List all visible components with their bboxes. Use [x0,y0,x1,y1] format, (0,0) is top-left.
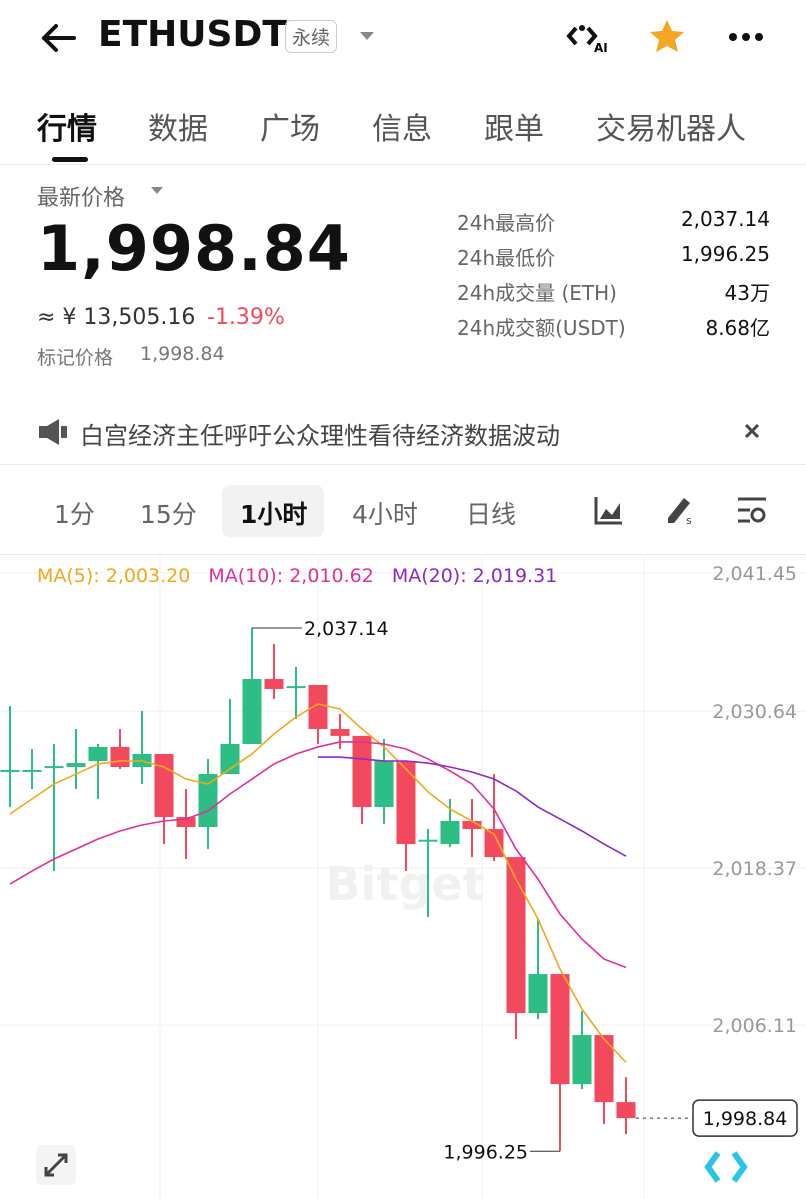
settings-icon[interactable] [736,496,768,524]
legend-entry: MA(10): 2,010.62 [208,565,373,587]
cny-price: ≈ ¥ 13,505.16 [37,305,196,330]
back-button[interactable] [38,22,78,54]
interval[interactable]: 日线 [466,500,517,529]
stat-value: 43万 [724,281,770,305]
tab[interactable]: 广场 [260,112,320,147]
candle-body [572,1035,592,1085]
divider [0,554,806,555]
interval[interactable]: 1小时 [240,500,308,529]
legend-entry: MA(20): 2,019.31 [392,565,557,587]
tab[interactable]: 交易机器人 [596,112,746,147]
stat-value: 2,037.14 [680,207,770,231]
annotation-label: 1,996.25 [443,1141,528,1163]
stat-value: 8.68亿 [705,316,770,340]
candle-body [308,684,328,730]
divider [0,464,806,465]
dropdown[interactable] [359,30,375,42]
favorite-star[interactable] [648,18,686,56]
logo-icon[interactable] [704,1151,748,1183]
candle-body [594,1035,614,1103]
expand-icon[interactable] [36,1145,76,1185]
candle-body [22,769,42,772]
contract-tag: 永续 [285,20,338,53]
tab-indicator [52,157,88,162]
stat-label: 24h最低价 [457,246,556,270]
candle-body [418,839,438,842]
candle-body [484,829,504,858]
chart-type-icon[interactable] [594,495,624,525]
candle-body [506,857,526,1014]
svg-text:s: s [686,514,692,526]
svg-text:AI: AI [594,41,608,54]
last-price-box [692,1099,798,1137]
news-icon [39,419,67,445]
candle-body [0,769,20,772]
candle-body [44,766,64,769]
last-price: 1,998.84 [37,212,351,285]
stat-label: 24h最高价 [457,211,556,235]
stat-value: 1,996.25 [680,242,770,266]
y-tick-label: 2,006.11 [712,1015,797,1037]
candle-body [330,729,350,736]
price-dropdown[interactable] [150,186,164,196]
candle-body [154,753,174,818]
symbol-title: ETHUSDT [98,14,287,55]
y-tick-label: 2,018.37 [712,858,797,880]
legend-entry: MA(5): 2,003.20 [37,565,190,587]
candle-body [176,817,196,828]
annotation-label: 2,037.14 [304,618,389,640]
tab[interactable]: 信息 [372,112,432,147]
tab[interactable]: 跟单 [484,112,544,147]
candle-body [264,678,284,689]
y-tick-label: 2,041.45 [712,563,797,585]
kline-chart: Bitget 2,041.452,030.642,018.372,006.11M… [0,555,806,1199]
ma-line [318,756,627,857]
interval[interactable]: 15分 [140,500,197,529]
price-change: -1.39% [207,305,285,330]
close-news[interactable] [744,423,760,439]
candle-body [616,1102,636,1119]
y-tick-label: 2,030.64 [712,701,797,723]
candle-body [66,763,86,768]
ai-button[interactable]: AI [564,20,610,54]
candle-body [462,821,482,830]
candle-body [88,746,108,762]
ma-line [9,703,627,1063]
candle-body [242,678,262,744]
candle-body [374,761,394,808]
news-text[interactable]: 白宫经济主任呼吁公众理性看待经济数据波动 [80,422,560,450]
mark-price-label: 标记价格 [37,347,114,369]
draw-icon[interactable]: s [664,494,696,526]
mark-price: 1,998.84 [140,343,225,365]
candle-body [528,974,548,1014]
interval[interactable]: 1分 [54,500,95,529]
tab[interactable]: 数据 [148,112,208,147]
interval-active-bg [222,485,324,537]
stat-label: 24h成交额(USDT) [457,316,626,340]
more-menu[interactable] [728,32,768,42]
candle-body [286,686,306,689]
interval[interactable]: 4小时 [352,500,418,529]
ma-line [9,741,627,969]
candle-body [440,821,460,845]
candle-body [110,746,130,768]
last-price-label: 1,998.84 [703,1108,788,1130]
divider [0,164,806,165]
tab[interactable]: 行情 [37,112,97,147]
price-label: 最新价格 [37,186,126,211]
stat-label: 24h成交量 (ETH) [457,281,617,305]
candle-body [352,735,372,808]
candle-body [198,774,218,828]
candle-body [550,974,570,1085]
candle-body [396,761,416,845]
